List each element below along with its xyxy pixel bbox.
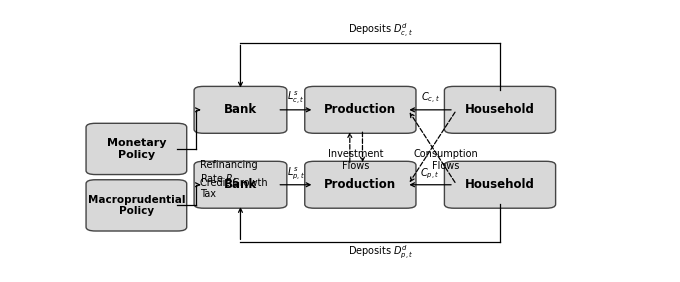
Text: Refinancing
Rate $R_t$: Refinancing Rate $R_t$: [200, 160, 258, 186]
FancyBboxPatch shape: [194, 86, 287, 133]
Text: Monetary
Policy: Monetary Policy: [107, 138, 166, 160]
Text: Production: Production: [324, 178, 396, 191]
FancyBboxPatch shape: [86, 123, 187, 175]
Text: Production: Production: [324, 103, 396, 116]
Text: $C_{p,t}$: $C_{p,t}$: [420, 166, 440, 181]
Text: Deposits $D^d_{p,t}$: Deposits $D^d_{p,t}$: [348, 244, 413, 261]
Text: Bank: Bank: [224, 103, 257, 116]
FancyBboxPatch shape: [86, 180, 187, 231]
Text: $C_{c,t}$: $C_{c,t}$: [421, 91, 440, 106]
Text: Bank: Bank: [224, 178, 257, 191]
Text: Macroprudential
Policy: Macroprudential Policy: [88, 195, 185, 216]
FancyBboxPatch shape: [305, 161, 416, 208]
Text: $L^s_{p,t}$: $L^s_{p,t}$: [287, 165, 305, 181]
FancyBboxPatch shape: [194, 161, 287, 208]
Text: Consumption
Flows: Consumption Flows: [413, 149, 478, 171]
Text: Household: Household: [465, 178, 535, 191]
FancyBboxPatch shape: [305, 86, 416, 133]
Text: $L^s_{c,t}$: $L^s_{c,t}$: [287, 89, 305, 106]
FancyBboxPatch shape: [445, 86, 556, 133]
Text: Deposits $D^d_{c,t}$: Deposits $D^d_{c,t}$: [348, 22, 413, 40]
Text: Credit Growth
Tax: Credit Growth Tax: [200, 178, 267, 199]
Text: Investment
Flows: Investment Flows: [328, 149, 384, 171]
FancyBboxPatch shape: [445, 161, 556, 208]
Text: Household: Household: [465, 103, 535, 116]
